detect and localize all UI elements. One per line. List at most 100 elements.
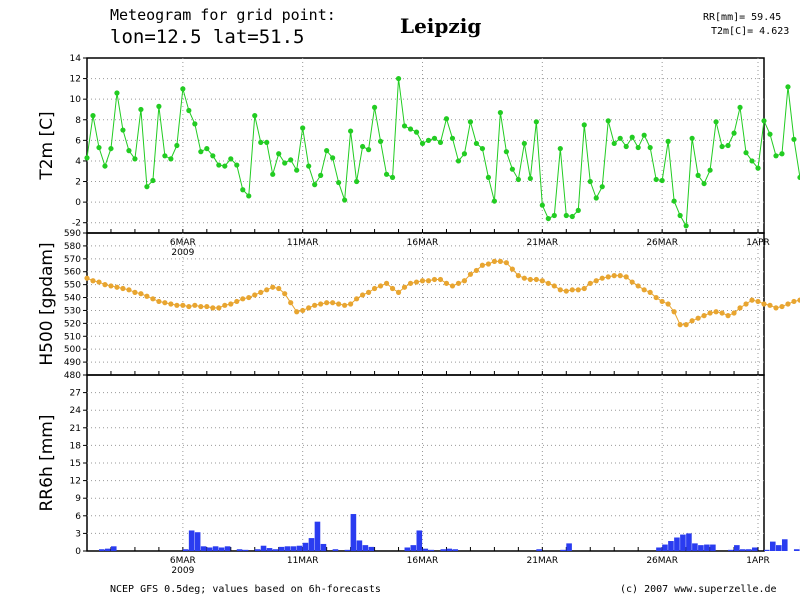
data-point-h500 <box>479 262 486 268</box>
precip-bar <box>662 544 668 551</box>
data-point-h500 <box>300 307 306 314</box>
data-point-t2m <box>653 176 659 183</box>
data-point-t2m <box>431 135 438 141</box>
data-point-t2m <box>437 139 444 146</box>
data-point-h500 <box>779 303 785 310</box>
data-point-h500 <box>641 287 647 293</box>
precip-bar <box>296 545 303 551</box>
city-name: Leipzig <box>400 14 482 38</box>
y-tick-label-rr: 15 <box>70 459 81 469</box>
data-point-t2m <box>246 193 252 199</box>
data-point-h500 <box>707 310 713 316</box>
data-point-h500 <box>683 322 689 328</box>
data-point-t2m <box>617 135 623 141</box>
precip-bar <box>206 547 213 551</box>
data-point-t2m <box>365 147 372 153</box>
data-point-t2m <box>593 195 599 201</box>
y-tick-label-t2m: 2 <box>75 178 81 188</box>
data-point-t2m <box>264 139 270 146</box>
data-point-h500 <box>689 318 695 324</box>
precip-bar <box>560 549 566 551</box>
data-point-t2m <box>252 113 258 119</box>
precip-bar <box>236 549 243 551</box>
data-point-h500 <box>84 275 90 281</box>
y-tick-label-t2m: -2 <box>72 219 81 229</box>
y-tick-label-t2m: 4 <box>75 157 81 167</box>
precip-bar <box>344 549 351 551</box>
precip-bar <box>728 549 734 551</box>
data-point-t2m <box>126 148 132 154</box>
data-point-h500 <box>377 283 384 289</box>
data-point-t2m <box>779 151 785 157</box>
data-point-t2m <box>479 145 486 152</box>
data-point-h500 <box>743 301 749 307</box>
footer-source-note: NCEP GFS 0.5deg; values based on 6h-fore… <box>110 584 381 595</box>
footer-copyright: (c) 2007 www.superzelle.de <box>620 584 777 595</box>
data-point-h500 <box>198 303 204 310</box>
data-point-t2m <box>539 202 545 208</box>
precip-bar <box>692 543 698 551</box>
y-tick-label-t2m: 6 <box>75 136 81 146</box>
data-point-t2m <box>497 109 503 116</box>
data-point-t2m <box>120 127 126 133</box>
data-point-h500 <box>342 302 348 308</box>
data-point-h500 <box>599 275 605 281</box>
data-point-h500 <box>665 301 671 307</box>
data-point-t2m <box>575 207 581 213</box>
data-point-h500 <box>521 275 527 281</box>
precip-bar <box>218 547 225 551</box>
x-tick-label-date: 26MAR <box>646 238 678 248</box>
data-point-h500 <box>282 291 288 297</box>
data-point-t2m <box>240 187 246 193</box>
data-point-t2m <box>629 134 635 140</box>
data-point-t2m <box>599 184 605 190</box>
precip-bar <box>698 545 704 551</box>
data-point-t2m <box>425 137 432 143</box>
precip-bar <box>440 549 447 551</box>
data-point-h500 <box>455 280 462 286</box>
precip-bar <box>422 548 429 551</box>
precip-bar <box>566 543 572 551</box>
data-point-h500 <box>401 284 408 290</box>
data-point-t2m <box>228 156 234 162</box>
precip-bar <box>686 533 692 551</box>
data-point-h500 <box>407 280 414 286</box>
y-tick-label-rr: 0 <box>75 547 81 557</box>
data-point-t2m <box>635 144 641 151</box>
data-point-t2m <box>114 90 120 96</box>
data-point-t2m <box>413 129 420 135</box>
data-point-t2m <box>354 178 360 185</box>
data-point-h500 <box>491 258 497 264</box>
data-point-h500 <box>365 289 372 295</box>
data-point-h500 <box>234 298 240 305</box>
data-point-t2m <box>204 145 210 152</box>
x-tick-label-year: 2009 <box>171 566 194 576</box>
data-point-t2m <box>623 143 629 150</box>
precip-bar <box>290 546 297 551</box>
data-point-t2m <box>162 153 168 159</box>
data-point-t2m <box>84 155 90 161</box>
data-point-h500 <box>533 276 539 283</box>
data-point-t2m <box>222 163 228 169</box>
data-point-h500 <box>719 310 725 316</box>
data-point-t2m <box>731 130 737 136</box>
data-point-t2m <box>533 119 539 125</box>
data-point-t2m <box>306 163 312 169</box>
data-point-h500 <box>138 291 144 297</box>
precip-bar <box>356 540 363 551</box>
data-point-h500 <box>677 322 683 328</box>
data-point-h500 <box>467 271 474 277</box>
y-tick-label-t2m: 0 <box>75 198 81 208</box>
y-tick-label-rr: 12 <box>70 477 81 487</box>
data-point-h500 <box>336 301 342 307</box>
data-point-t2m <box>701 180 707 187</box>
data-point-t2m <box>767 131 773 137</box>
data-point-h500 <box>635 283 641 289</box>
precip-bar <box>182 549 189 551</box>
precip-bar <box>266 548 273 551</box>
data-point-h500 <box>240 296 246 302</box>
data-point-h500 <box>354 296 360 302</box>
data-point-t2m <box>168 156 174 162</box>
data-point-t2m <box>359 143 366 150</box>
precip-bar <box>200 546 207 551</box>
